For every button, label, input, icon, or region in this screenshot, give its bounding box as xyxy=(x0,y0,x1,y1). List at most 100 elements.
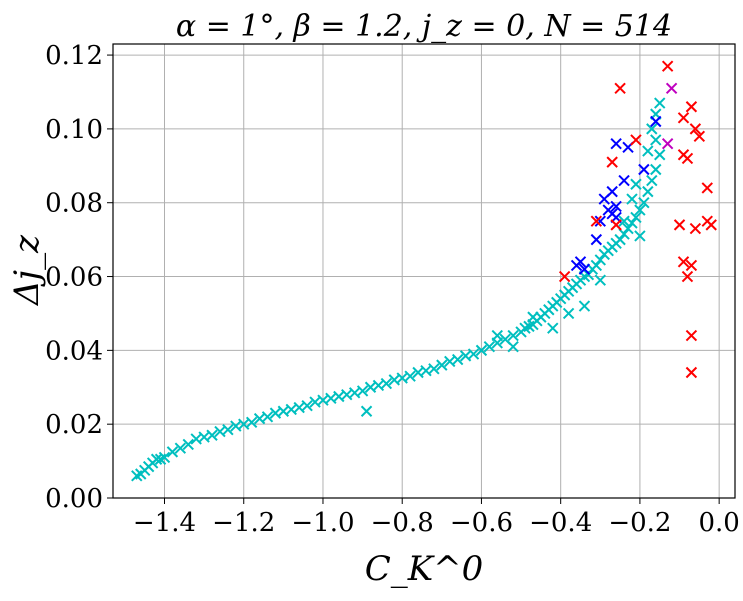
x-tick-label: −0.6 xyxy=(450,508,513,538)
data-point xyxy=(634,230,646,242)
data-point xyxy=(590,215,603,227)
data-point xyxy=(689,123,702,135)
data-point xyxy=(428,363,440,375)
data-point xyxy=(590,259,603,272)
data-point xyxy=(182,438,194,451)
data-point xyxy=(451,353,464,366)
data-point xyxy=(166,446,179,458)
data-point xyxy=(618,228,630,240)
data-points xyxy=(131,60,717,482)
data-point xyxy=(665,82,678,94)
data-point xyxy=(614,82,626,94)
data-point xyxy=(677,112,690,124)
data-point xyxy=(646,123,658,135)
data-point xyxy=(618,174,630,187)
plot-frame xyxy=(112,43,736,499)
data-point xyxy=(685,259,698,272)
data-point xyxy=(594,274,607,286)
data-point xyxy=(594,215,607,227)
y-tick-label: 0.02 xyxy=(45,410,103,440)
data-point xyxy=(685,101,698,113)
x-tick-label: −0.4 xyxy=(529,508,592,538)
data-point xyxy=(483,340,496,353)
data-point xyxy=(618,215,630,227)
data-point xyxy=(606,185,618,198)
data-point xyxy=(547,322,559,334)
data-point xyxy=(642,145,654,157)
data-point xyxy=(578,300,591,312)
data-point xyxy=(642,185,654,198)
x-tick-label: −0.2 xyxy=(608,508,671,538)
data-point xyxy=(705,219,717,231)
data-point xyxy=(245,416,258,429)
data-point xyxy=(634,204,646,216)
data-point xyxy=(614,233,626,246)
data-point xyxy=(558,270,571,283)
data-point xyxy=(574,256,587,268)
data-point xyxy=(610,137,622,150)
data-point xyxy=(206,429,218,441)
data-point xyxy=(301,400,313,412)
y-axis-label: Δj_z xyxy=(7,234,47,307)
y-tick-label: 0.06 xyxy=(45,263,103,293)
data-point xyxy=(507,329,519,342)
data-point xyxy=(578,263,591,275)
data-point xyxy=(610,200,622,213)
axis-ticks: −1.4 −1.2 −1.0 −0.8 −0.6 −0.4 −0.2 0.0 0.00 0.02 0… xyxy=(45,41,740,538)
x-tick-label: −1.4 xyxy=(133,508,196,538)
data-point xyxy=(693,130,706,142)
data-point xyxy=(630,134,642,146)
data-point xyxy=(661,60,674,72)
data-point xyxy=(661,137,674,150)
data-point xyxy=(360,405,373,417)
data-point xyxy=(475,344,488,357)
data-point xyxy=(646,174,658,187)
data-point xyxy=(638,197,650,209)
data-point xyxy=(650,115,662,128)
data-point xyxy=(630,211,642,224)
data-point xyxy=(507,340,519,353)
data-point xyxy=(689,222,702,235)
data-point xyxy=(650,163,662,176)
data-point xyxy=(261,411,274,423)
y-tick-label: 0.08 xyxy=(45,189,103,219)
data-point xyxy=(654,97,666,109)
data-point xyxy=(222,424,234,436)
data-point xyxy=(562,307,575,320)
data-point xyxy=(594,254,607,266)
data-point xyxy=(491,329,504,342)
x-tick-label: −1.0 xyxy=(291,508,354,538)
data-point xyxy=(582,268,595,281)
x-tick-label: −1.2 xyxy=(212,508,275,538)
data-point xyxy=(622,222,634,235)
data-point xyxy=(610,219,622,231)
data-point xyxy=(677,256,690,268)
data-point xyxy=(685,329,698,342)
data-point xyxy=(467,348,480,360)
y-tick-label: 0.12 xyxy=(45,41,103,71)
y-tick-label: 0.04 xyxy=(45,336,103,366)
grid xyxy=(113,44,735,499)
x-tick-label: 0.0 xyxy=(698,508,739,538)
data-point xyxy=(527,311,539,323)
data-point xyxy=(436,359,448,371)
data-point xyxy=(701,182,713,194)
data-point xyxy=(630,178,642,190)
data-point xyxy=(638,163,650,176)
data-point xyxy=(626,193,638,205)
data-point xyxy=(681,152,694,165)
data-point xyxy=(681,270,694,283)
y-tick-label: 0.10 xyxy=(45,115,103,145)
data-point xyxy=(174,442,187,454)
x-axis-label: C_K^0 xyxy=(365,549,484,589)
data-point xyxy=(380,377,393,390)
data-point xyxy=(590,233,603,246)
data-point xyxy=(650,134,662,146)
data-point xyxy=(685,366,698,379)
data-point xyxy=(404,370,416,382)
y-tick-label: 0.00 xyxy=(45,484,103,514)
chart-title: α = 1°, β = 1.2, j_z = 0, N = 514 xyxy=(176,9,672,44)
x-tick-label: −0.8 xyxy=(371,508,434,538)
